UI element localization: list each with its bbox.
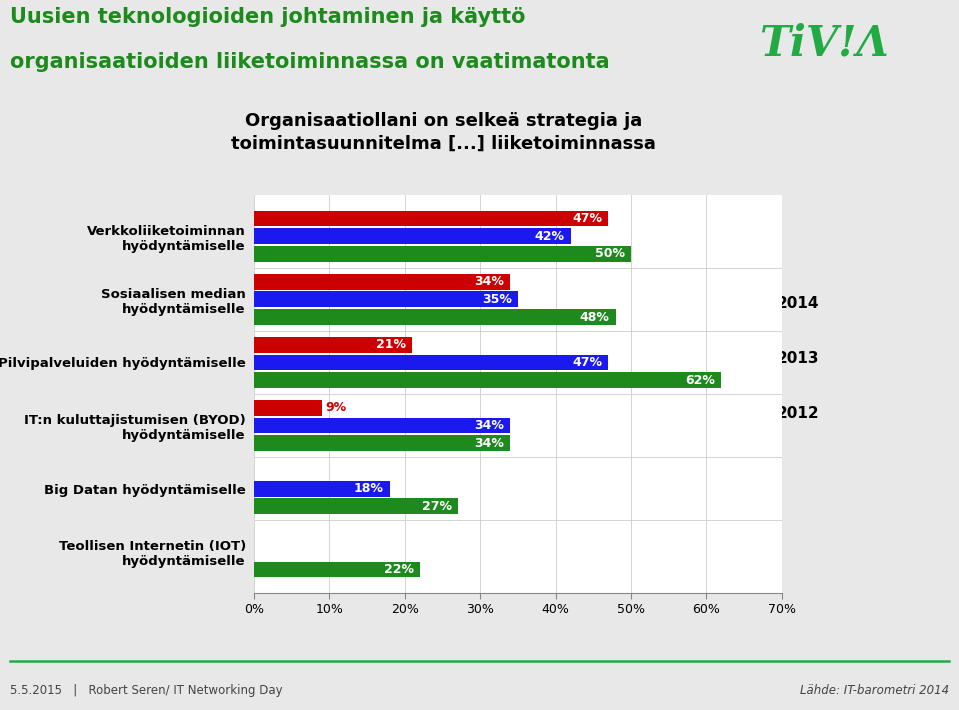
Bar — [254, 229, 571, 244]
Bar — [254, 498, 457, 514]
Text: 47%: 47% — [573, 212, 602, 225]
Text: 2012: 2012 — [777, 406, 820, 421]
Bar — [254, 372, 721, 388]
Text: Uusien teknologioiden johtaminen ja käyttö: Uusien teknologioiden johtaminen ja käyt… — [10, 7, 526, 27]
Text: 50%: 50% — [595, 248, 625, 261]
Text: 18%: 18% — [354, 482, 384, 495]
Text: organisaatioiden liiketoiminnassa on vaatimatonta: organisaatioiden liiketoiminnassa on vaa… — [10, 52, 609, 72]
Text: TiV!Λ: TiV!Λ — [760, 23, 889, 65]
Text: 47%: 47% — [573, 356, 602, 369]
Bar — [254, 354, 608, 371]
Bar — [254, 481, 389, 496]
Text: 9%: 9% — [326, 401, 347, 415]
Text: 2014: 2014 — [777, 296, 820, 311]
Bar — [254, 562, 420, 577]
FancyBboxPatch shape — [728, 346, 759, 371]
Text: 22%: 22% — [384, 563, 414, 576]
Bar — [254, 337, 412, 353]
FancyBboxPatch shape — [728, 401, 759, 426]
Bar — [254, 435, 510, 451]
Bar — [254, 400, 322, 416]
Text: 21%: 21% — [376, 339, 407, 351]
Bar — [254, 246, 631, 262]
Text: 48%: 48% — [580, 310, 610, 324]
Text: 34%: 34% — [475, 419, 504, 432]
Text: 2013: 2013 — [777, 351, 820, 366]
Text: Organisaatiollani on selkeä strategia ja
toimintasuunnitelma [...] liiketoiminna: Organisaatiollani on selkeä strategia ja… — [231, 112, 656, 153]
Text: 34%: 34% — [475, 275, 504, 288]
Text: 5.5.2015   |   Robert Seren/ IT Networking Day: 5.5.2015 | Robert Seren/ IT Networking D… — [10, 684, 282, 697]
Text: 34%: 34% — [475, 437, 504, 449]
Bar — [254, 292, 518, 307]
Text: Lähde: IT-barometri 2014: Lähde: IT-barometri 2014 — [800, 684, 949, 697]
Bar — [254, 274, 510, 290]
Text: 35%: 35% — [482, 293, 512, 306]
Bar — [254, 417, 510, 434]
Bar — [254, 211, 608, 226]
Text: 42%: 42% — [534, 230, 565, 243]
FancyBboxPatch shape — [728, 291, 759, 316]
Bar — [254, 309, 616, 325]
Text: 27%: 27% — [422, 500, 452, 513]
Text: 62%: 62% — [686, 373, 715, 387]
